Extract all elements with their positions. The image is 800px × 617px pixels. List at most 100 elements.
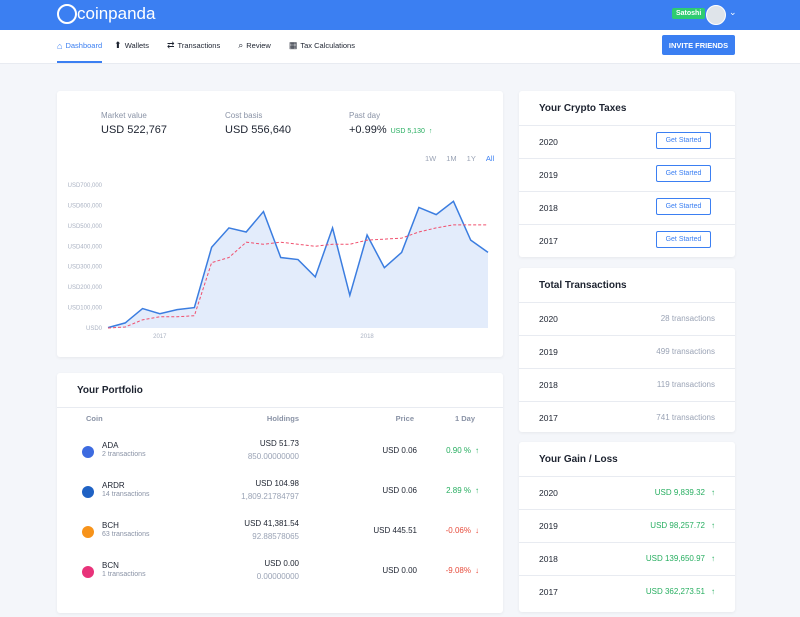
coin-sub: 2 transactions [102,451,146,458]
card-title: Your Portfolio [77,385,143,396]
nav-item[interactable]: ⌂ Dashboard [57,30,103,63]
summary-change: USD 5,130 [390,128,425,135]
timeframes: 1W 1M 1Y All [425,154,494,163]
summary-label: Market value [101,111,147,120]
avatar[interactable] [706,5,726,25]
nav-item[interactable]: ▦ Tax Calculations [283,30,361,63]
nav-icon: ⌕ [238,40,244,50]
get-started-button[interactable]: Get Started [656,132,711,149]
year: 2018 [539,380,558,390]
day-change: 2.89 % [446,486,471,495]
price: USD 445.51 [373,526,417,535]
up-arrow: ↑ [428,128,433,135]
summary-value-row: USD 556,640 [225,124,291,136]
get-started-button[interactable]: Get Started [656,231,711,248]
price: USD 0.00 [382,566,417,575]
gain-value: USD 139,650.97 [645,554,705,563]
coin-icon [82,486,94,498]
year: 2018 [539,203,558,213]
timeframe-button[interactable]: 1Y [466,154,476,163]
summary-item: Market value USD 522,767 [101,111,167,136]
holding-amount: 0.00000000 [256,572,299,581]
nav-item[interactable]: ⇄ Transactions [161,30,226,63]
gain-value: USD 362,273.51 [645,587,705,596]
gains-card: Your Gain / Loss 2020 USD 9,839.32 ↑ 2019 USD… [519,442,735,612]
summary-value: USD 556,640 [225,124,292,136]
y-tick-label: USD300,000 [68,265,103,271]
transaction-count: 28 transactions [660,314,715,323]
column-header[interactable]: Holdings [266,414,299,423]
separator [519,224,735,225]
separator [519,335,735,336]
x-tick-label: 2017 [153,334,167,340]
coin-name: BCN [102,561,119,570]
year: 2018 [539,554,558,564]
user-badge[interactable]: Satoshi [672,8,706,19]
coin-icon [82,526,94,538]
top-bar: coinpanda Satoshi ⌄ [0,0,800,30]
separator [519,368,735,369]
invite-button[interactable]: INVITE FRIENDS [662,35,735,55]
coin-icon [82,566,94,578]
separator [519,509,735,510]
y-tick-label: USD100,000 [68,306,103,312]
separator [519,542,735,543]
summary-label: Past day [349,111,381,120]
change-arrow: ↑ [475,446,479,455]
nav-label: Dashboard [65,41,103,50]
get-started-button[interactable]: Get Started [656,165,711,182]
portfolio-card: Your Portfolio Coin Holdings Price 1 Day ADA… [57,373,503,613]
separator [519,191,735,192]
timeframe-button[interactable]: 1W [425,154,437,163]
summary-value-row: USD 522,767 [101,124,167,136]
y-tick-label: USD600,000 [68,203,103,209]
summary-value: USD 522,767 [101,124,168,136]
coin-name: ADA [102,441,119,450]
card-title: Your Gain / Loss [539,454,618,465]
nav-label: Wallets [124,41,149,50]
cost-line [107,224,488,329]
dropdown-icon[interactable]: ⌄ [729,7,737,17]
nav-item[interactable]: ⌕ Review [232,30,277,63]
nav-label: Tax Calculations [300,41,355,50]
summary-label: Cost basis [225,111,263,120]
change-arrow: ↓ [475,566,479,575]
summary-item: Cost basis USD 556,640 [225,111,291,136]
coin-icon [82,446,94,458]
holding-value: USD 104.98 [255,479,299,488]
up-arrow: ↑ [711,488,715,497]
year: 2019 [539,521,558,531]
separator [519,401,735,402]
year: 2020 [539,488,558,498]
portfolio-table: Coin Holdings Price 1 Day ADA 2 transactions U… [57,407,503,617]
up-arrow: ↑ [711,521,715,530]
summary: Market value USD 522,767 Cost basis USD 556… [101,111,501,151]
day-change: -9.08% [445,566,471,575]
get-started-button[interactable]: Get Started [656,198,711,215]
coin-sub: 14 transactions [102,491,150,498]
nav-bar: ⌂ Dashboard ⬆ Wallets ⇄ Transactions ⌕ Review ▦ T… [0,30,800,64]
card-title: Total Transactions [539,280,627,291]
transaction-count: 119 transactions [656,380,715,389]
timeframe-button[interactable]: All [485,154,495,163]
year: 2017 [539,236,558,246]
y-tick-label: USD700,000 [68,183,103,189]
holding-amount: 92.88578065 [252,532,299,541]
column-header[interactable]: 1 Day [454,414,475,423]
timeframe-button[interactable]: 1M [446,154,457,163]
transaction-count: 741 transactions [656,413,715,422]
x-tick-label: 2018 [360,334,374,340]
logo[interactable]: coinpanda [77,4,156,23]
nav-item[interactable]: ⬆ Wallets [108,30,155,63]
card-title: Your Crypto Taxes [539,103,627,114]
column-header[interactable]: Coin [86,414,103,423]
up-arrow: ↑ [711,587,715,596]
gain-value: USD 98,257.72 [650,521,705,530]
y-tick-label: USD0 [86,326,103,332]
column-header[interactable]: Price [395,414,414,423]
logo-icon [57,4,77,24]
up-arrow: ↑ [711,554,715,563]
nav-icon: ⇄ [167,40,175,50]
separator [519,302,735,303]
